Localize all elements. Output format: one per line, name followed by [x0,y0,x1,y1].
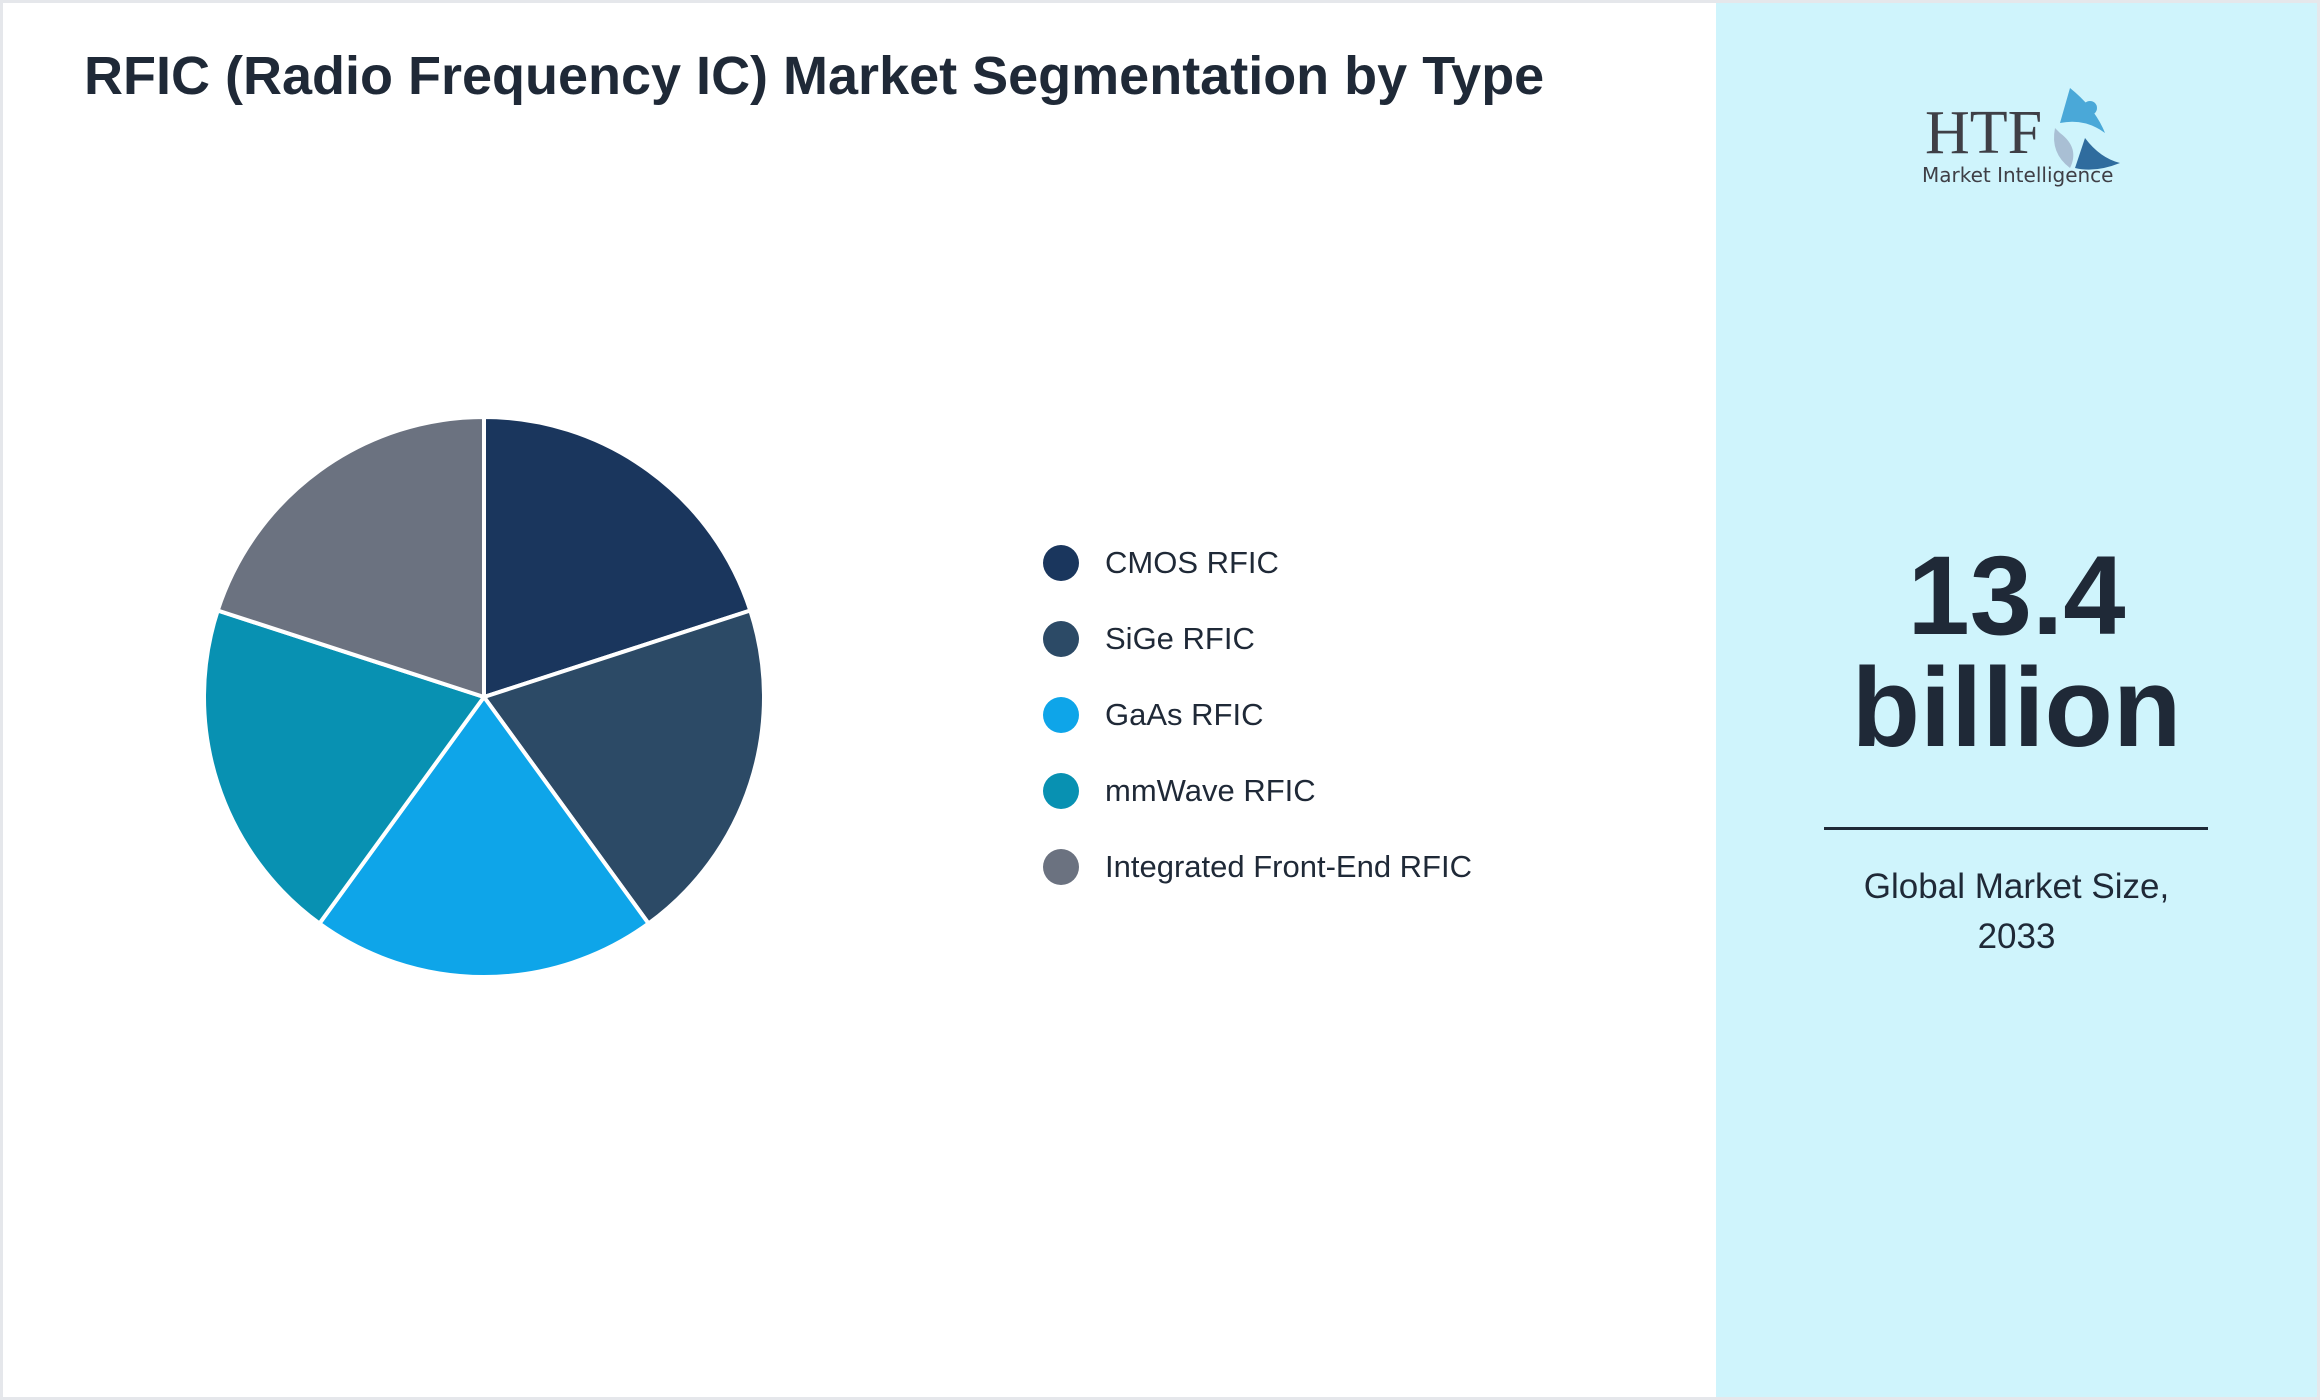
value-unit: billion [1851,645,2182,770]
chart-title: RFIC (Radio Frequency IC) Market Segment… [84,46,1545,106]
legend-label: Integrated Front-End RFIC [1105,849,1472,884]
stat-panel [1716,3,2317,1397]
legend-swatch [1043,621,1079,657]
caption-year: 2033 [1977,917,2056,956]
pie-slice-sige-rfic [480,607,766,927]
svg-text:Market Intelligence: Market Intelligence [1922,163,2113,187]
legend-label: CMOS RFIC [1105,545,1279,580]
legend-item: Integrated Front-End RFIC [1043,829,1472,905]
market-size-value: 13.4 billion [1716,540,2317,764]
legend-label: SiGe RFIC [1105,621,1255,656]
legend: CMOS RFIC SiGe RFIC GaAs RFIC mmWave RFIC In… [1043,525,1472,905]
legend-swatch [1043,545,1079,581]
legend-swatch [1043,849,1079,885]
legend-swatch [1043,697,1079,733]
legend-item: GaAs RFIC [1043,677,1472,753]
legend-item: CMOS RFIC [1043,525,1472,601]
svg-text:HTF: HTF [1925,99,2042,167]
legend-swatch [1043,773,1079,809]
caption-line: Global Market Size, [1863,867,2170,906]
pie-chart [202,414,766,979]
value-number: 13.4 [1907,533,2126,658]
market-size-caption: Global Market Size, 2033 [1716,862,2317,962]
pie-slice-cmos-rfic [482,414,753,700]
pie-slice-integrated-front-end-rfic [215,414,486,700]
htf-logo: HTF Market Intelligence [1920,78,2120,193]
legend-label: GaAs RFIC [1105,697,1264,732]
legend-item: mmWave RFIC [1043,753,1472,829]
legend-label: mmWave RFIC [1105,773,1316,808]
pie-slice-mmwave-rfic [202,607,488,927]
divider [1824,827,2208,830]
legend-item: SiGe RFIC [1043,601,1472,677]
pie-slice-gaas-rfic [316,693,652,979]
